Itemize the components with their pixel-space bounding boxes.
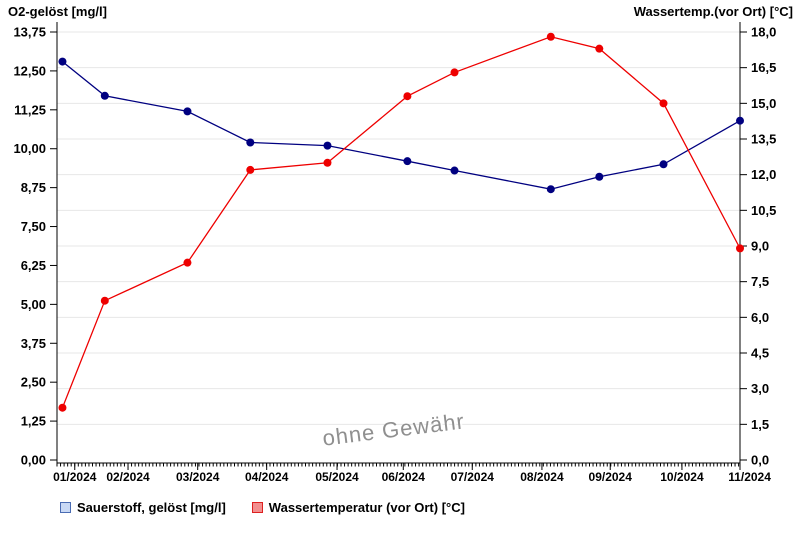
svg-text:3,75: 3,75 xyxy=(21,336,46,351)
right-axis-title: Wassertemp.(vor Ort) [°C] xyxy=(633,4,793,19)
chart-plot-area: 01/2024 02/2024 03/2024 04/2024 05/2024 06/20… xyxy=(13,22,776,484)
svg-text:03/2024: 03/2024 xyxy=(176,470,220,484)
oxygen-series-swatch-icon xyxy=(60,502,71,513)
svg-text:02/2024: 02/2024 xyxy=(106,470,150,484)
svg-text:7,50: 7,50 xyxy=(21,219,46,234)
svg-text:12,50: 12,50 xyxy=(13,63,46,78)
left-axis-title: O2-gelöst [mg/l] xyxy=(8,4,107,19)
svg-text:0,00: 0,00 xyxy=(21,453,46,468)
svg-text:11,25: 11,25 xyxy=(14,102,46,117)
watertemp-series-swatch-icon xyxy=(251,502,263,513)
svg-text:8,75: 8,75 xyxy=(21,180,46,195)
svg-text:04/2024: 04/2024 xyxy=(245,470,289,484)
svg-text:1,5: 1,5 xyxy=(751,417,769,432)
svg-text:01/2024: 01/2024 xyxy=(53,470,97,484)
svg-text:10/2024: 10/2024 xyxy=(660,470,704,484)
svg-text:10,5: 10,5 xyxy=(751,203,776,218)
svg-text:12,0: 12,0 xyxy=(751,167,776,182)
svg-text:06/2024: 06/2024 xyxy=(382,470,426,484)
svg-text:15,0: 15,0 xyxy=(751,96,776,111)
svg-text:08/2024: 08/2024 xyxy=(520,470,564,484)
svg-text:3,0: 3,0 xyxy=(751,381,769,396)
svg-text:9,0: 9,0 xyxy=(751,239,769,254)
svg-text:16,5: 16,5 xyxy=(751,60,776,75)
legend-label-watertemp: Wassertemperatur (vor Ort) [°C] xyxy=(268,500,465,515)
svg-text:7,5: 7,5 xyxy=(751,274,769,289)
legend: Sauerstoff, gelöst [mg/l] Wassertemperat… xyxy=(60,500,465,515)
legend-label-oxygen: Sauerstoff, gelöst [mg/l] xyxy=(77,500,226,515)
svg-text:5,00: 5,00 xyxy=(21,297,46,312)
svg-text:6,25: 6,25 xyxy=(21,258,46,273)
legend-item-oxygen: Sauerstoff, gelöst [mg/l] xyxy=(60,500,226,515)
legend-item-watertemp: Wassertemperatur (vor Ort) [°C] xyxy=(251,500,465,515)
svg-text:13,75: 13,75 xyxy=(13,25,46,40)
svg-text:4,5: 4,5 xyxy=(751,346,769,361)
svg-text:2,50: 2,50 xyxy=(21,375,46,390)
svg-text:09/2024: 09/2024 xyxy=(589,470,633,484)
svg-text:6,0: 6,0 xyxy=(751,310,769,325)
svg-text:07/2024: 07/2024 xyxy=(451,470,495,484)
svg-text:10,00: 10,00 xyxy=(13,141,46,156)
svg-text:11/2024: 11/2024 xyxy=(728,470,771,484)
svg-text:1,25: 1,25 xyxy=(21,414,46,429)
svg-text:18,0: 18,0 xyxy=(751,25,776,40)
svg-text:0,0: 0,0 xyxy=(751,453,769,468)
svg-text:13,5: 13,5 xyxy=(751,132,776,147)
svg-text:05/2024: 05/2024 xyxy=(315,470,359,484)
